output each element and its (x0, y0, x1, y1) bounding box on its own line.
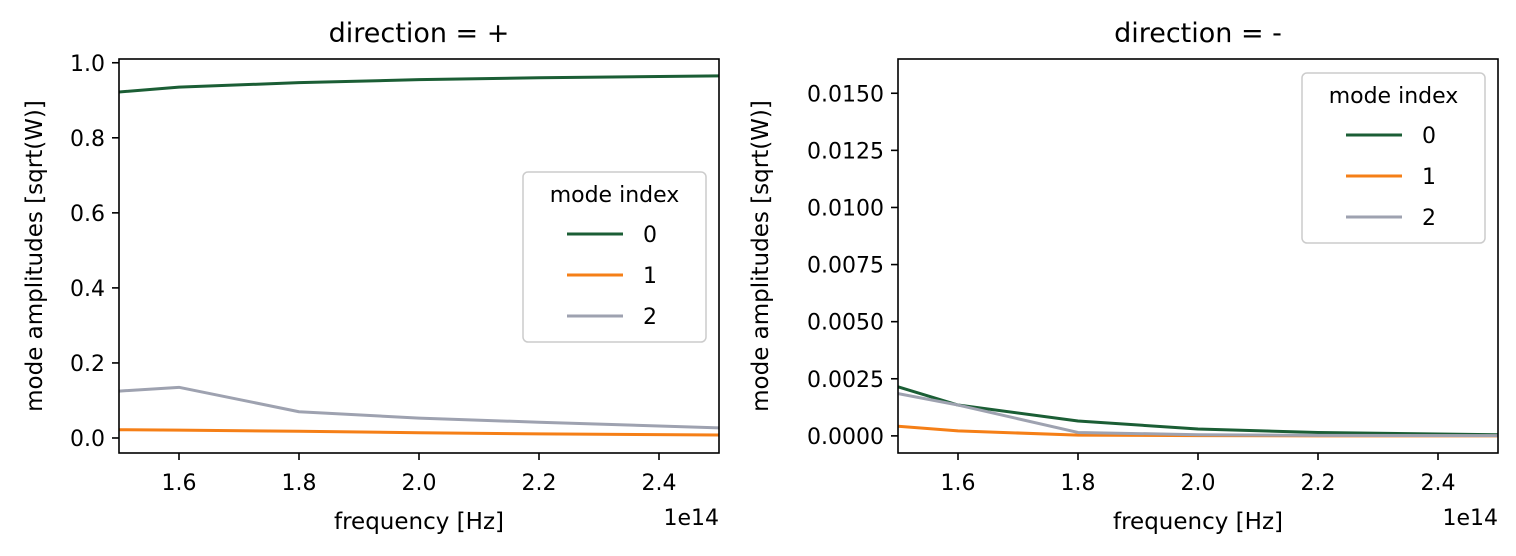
y-tick-label: 0.0075 (807, 254, 884, 279)
y-tick-label: 0.0000 (807, 425, 884, 450)
x-axis-label: frequency [Hz] (1113, 509, 1283, 535)
legend-label-1: 1 (1422, 165, 1436, 190)
chart-title: direction = + (329, 18, 510, 49)
x-tick-label: 2.2 (522, 471, 557, 496)
legend-label-2: 2 (1422, 206, 1436, 231)
legend: mode index 0 1 2 (522, 171, 707, 343)
series-line-1 (119, 428, 719, 437)
chart-panel-0: 1.6 1.8 2.0 2.2 2.4 0.0 0.2 0.4 0.6 0.8 1.0 directi… (22, 18, 720, 535)
x-offset-label: 1e14 (1442, 506, 1498, 531)
legend: mode index 0 1 2 (1301, 72, 1486, 244)
y-tick-label: 0.0 (70, 427, 105, 452)
x-tick-label: 2.4 (642, 471, 677, 496)
legend-title: mode index (550, 183, 680, 208)
x-tick-label: 1.8 (282, 471, 317, 496)
y-tick-label: 0.0150 (807, 82, 884, 107)
y-tick-label: 1.0 (70, 52, 105, 77)
y-axis-label: mode amplitudes [sqrt(W)] (22, 100, 48, 412)
y-tick-label: 0.0025 (807, 368, 884, 393)
legend-label-2: 2 (643, 305, 657, 330)
x-tick-label: 2.0 (402, 471, 437, 496)
y-tick-label: 0.8 (70, 127, 105, 152)
x-tick-label: 1.6 (162, 471, 197, 496)
y-tick-label: 0.4 (70, 277, 105, 302)
legend-label-0: 0 (643, 223, 657, 248)
legend-label-1: 1 (643, 264, 657, 289)
legend-label-0: 0 (1422, 124, 1436, 149)
series-line-0 (119, 74, 719, 94)
x-tick-label: 2.0 (1181, 471, 1216, 496)
series-line-2 (898, 392, 1498, 438)
legend-title: mode index (1329, 84, 1459, 109)
legend-box (1301, 72, 1486, 244)
y-axis-label: mode amplitudes [sqrt(W)] (748, 100, 774, 412)
x-tick-label: 1.6 (941, 471, 976, 496)
y-tick-label: 0.0100 (807, 196, 884, 221)
chart-panel-1: 1.6 1.8 2.0 2.2 2.4 0.0000 0.0025 0.0050 0.0075 0… (748, 18, 1499, 535)
x-tick-label: 2.2 (1301, 471, 1336, 496)
x-offset-label: 1e14 (663, 506, 719, 531)
y-tick-label: 0.2 (70, 352, 105, 377)
series-line-2 (119, 385, 719, 430)
chart-title: direction = - (1114, 18, 1282, 49)
x-tick-label: 2.4 (1421, 471, 1456, 496)
legend-box (522, 171, 707, 343)
y-tick-label: 0.6 (70, 202, 105, 227)
x-axis-label: frequency [Hz] (334, 509, 504, 535)
y-tick-label: 0.0125 (807, 139, 884, 164)
x-tick-label: 1.8 (1061, 471, 1096, 496)
y-tick-label: 0.0050 (807, 311, 884, 336)
